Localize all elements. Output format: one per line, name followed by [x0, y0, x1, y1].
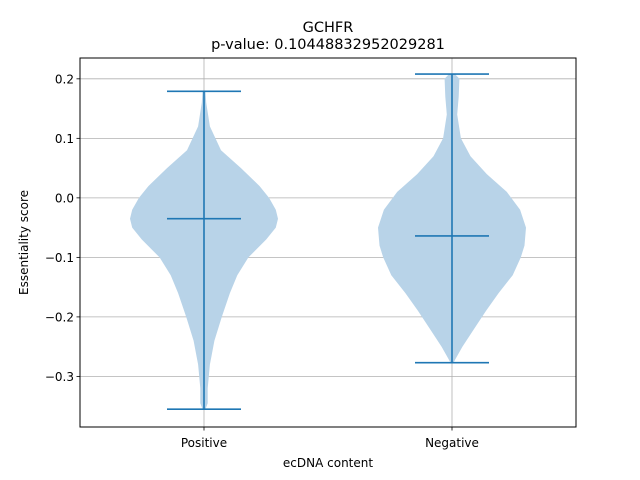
- y-tick-label: 0.2: [55, 72, 74, 86]
- plot-frame: [79, 57, 577, 428]
- x-tick-label: Negative: [425, 436, 479, 450]
- violins: [130, 73, 526, 410]
- chart-subtitle: p-value: 0.10448832952029281: [211, 37, 445, 53]
- y-tick-label: −0.1: [45, 251, 74, 265]
- x-axis-label: ecDNA content: [283, 456, 373, 470]
- y-axis-label: Essentiality score: [17, 190, 31, 295]
- axes: −0.3 −0.2 −0.1 0.0 0.1 0.2 Positive Negative: [45, 72, 479, 450]
- y-tick-label: −0.3: [45, 370, 74, 384]
- chart-title: GCHFR: [303, 20, 354, 36]
- y-tick-label: −0.2: [45, 310, 74, 324]
- x-tick-label: Positive: [181, 436, 227, 450]
- y-tick-label: 0.1: [55, 132, 74, 146]
- y-tick-label: 0.0: [55, 191, 74, 205]
